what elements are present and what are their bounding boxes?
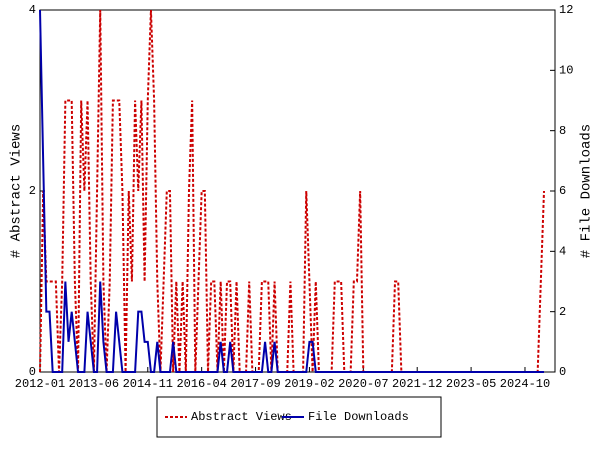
- y2-tick-label: 6: [559, 184, 566, 198]
- y2-tick-label: 12: [559, 3, 573, 17]
- y-tick-label: 4: [29, 3, 36, 17]
- x-tick-label: 2017-09: [230, 377, 280, 391]
- x-tick-label: 2013-06: [69, 377, 119, 391]
- y-tick-label: 2: [29, 184, 36, 198]
- x-tick-label: 2024-10: [500, 377, 550, 391]
- x-tick-label: 2012-01: [15, 377, 65, 391]
- y2-tick-label: 4: [559, 245, 566, 259]
- y2-tick-label: 2: [559, 305, 566, 319]
- legend-label: Abstract Views: [191, 410, 292, 424]
- x-tick-label: 2019-02: [284, 377, 334, 391]
- x-tick-label: 2020-07: [338, 377, 388, 391]
- legend-box: [156, 396, 442, 438]
- x-tick-label: 2023-05: [446, 377, 496, 391]
- x-tick-label: 2021-12: [392, 377, 442, 391]
- y-tick-label: 0: [29, 365, 36, 379]
- series-line: [39, 9, 544, 373]
- y2-tick-label: 8: [559, 124, 566, 138]
- y2-tick-label: 0: [559, 365, 566, 379]
- y2-tick-label: 10: [559, 64, 573, 78]
- legend-label: File Downloads: [308, 410, 409, 424]
- y2-axis-label: # File Downloads: [579, 124, 595, 258]
- y-axis-label: # Abstract Views: [9, 124, 25, 258]
- x-tick-label: 2016-04: [176, 377, 226, 391]
- series-line: [39, 9, 545, 373]
- x-tick-label: 2014-11: [123, 377, 173, 391]
